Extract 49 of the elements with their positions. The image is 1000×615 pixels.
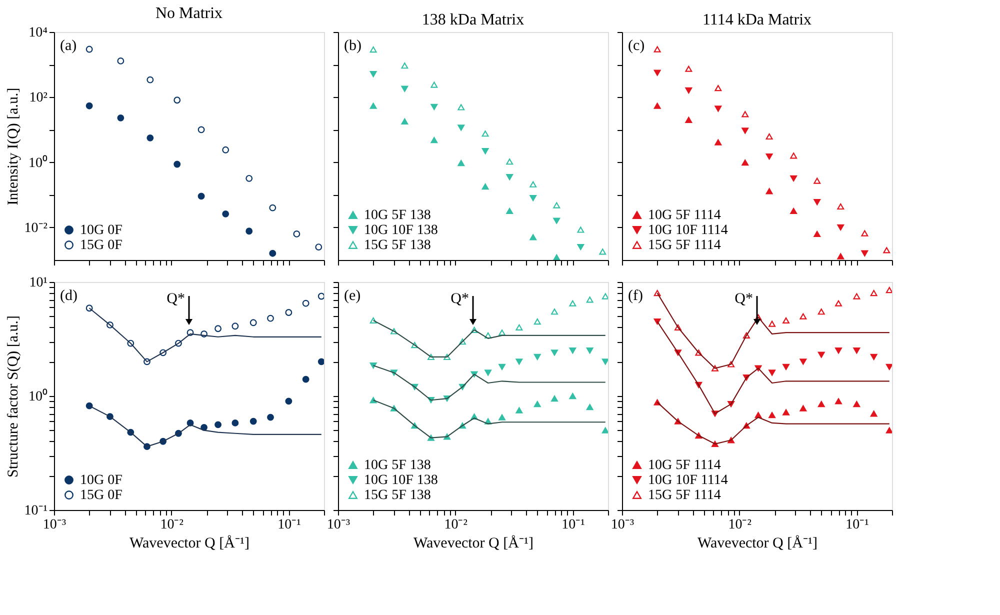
legend-label: 15G 5F 138 <box>364 238 431 253</box>
x-tick-label: 10⁻² <box>160 518 184 532</box>
y-tick-label: 10² <box>29 90 48 106</box>
y-tick-label: 10⁰ <box>28 154 48 171</box>
x-tick-label: 10⁻³ <box>326 518 350 532</box>
annotation: (d) <box>60 288 78 304</box>
y-tick-label: 10⁻¹ <box>24 504 48 518</box>
x-axis-title: Wavevector Q [Å⁻¹] <box>130 534 250 552</box>
chart-title: 1114 kDa Matrix <box>702 12 812 28</box>
y-axis-title: Intensity I(Q) [a.u.] <box>5 88 22 206</box>
legend-label: 10G 5F 138 <box>364 458 431 473</box>
legend-label: 10G 0F <box>80 223 123 238</box>
legend-label: 10G 10F 1114 <box>648 223 728 238</box>
x-tick-label: 10⁻² <box>728 518 752 532</box>
legend-label: 15G 5F 138 <box>364 488 431 503</box>
x-tick-label: 10⁻³ <box>42 518 66 532</box>
x-axis-title: Wavevector Q [Å⁻¹] <box>698 534 818 552</box>
x-tick-label: 10⁻¹ <box>846 518 869 532</box>
annotation: (c) <box>628 38 645 54</box>
y-tick-label: 10⁻² <box>24 220 48 236</box>
legend-label: 10G 5F 138 <box>364 208 431 223</box>
y-tick-label: 10⁴ <box>28 26 48 40</box>
legend-label: 10G 10F 138 <box>364 223 438 238</box>
legend-label: 15G 5F 1114 <box>648 238 721 253</box>
annotation: (e) <box>344 288 361 304</box>
annotation: Q* <box>734 291 753 307</box>
y-tick-label: 10¹ <box>29 276 48 290</box>
chart-title: 138 kDa Matrix <box>422 12 524 28</box>
y-tick-label: 10⁰ <box>28 388 48 404</box>
legend-label: 10G 5F 1114 <box>648 208 721 223</box>
annotation: (f) <box>628 288 643 304</box>
x-tick-label: 10⁻¹ <box>562 518 585 532</box>
legend-label: 10G 0F <box>80 473 123 488</box>
legend-label: 10G 5F 1114 <box>648 458 721 473</box>
annotation: Q* <box>450 291 469 307</box>
x-tick-label: 10⁻³ <box>610 518 634 532</box>
annotation: Q* <box>166 291 185 307</box>
legend-label: 15G 0F <box>80 238 123 253</box>
x-tick-label: 10⁻¹ <box>278 518 301 532</box>
legend-label: 10G 10F 1114 <box>648 473 728 488</box>
annotation: (b) <box>344 38 362 54</box>
x-tick-label: 10⁻² <box>444 518 468 532</box>
legend-label: 15G 5F 1114 <box>648 488 721 503</box>
chart-title: No Matrix <box>155 5 223 22</box>
annotation: (a) <box>60 38 77 54</box>
legend-label: 15G 0F <box>80 488 123 503</box>
x-axis-title: Wavevector Q [Å⁻¹] <box>414 534 534 552</box>
legend-label: 10G 10F 138 <box>364 473 438 488</box>
y-axis-title: Structure factor S(Q) [a.u.] <box>5 315 22 478</box>
